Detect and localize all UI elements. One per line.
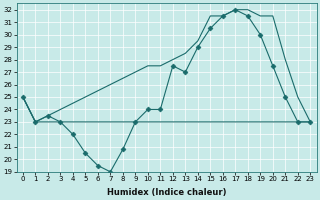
X-axis label: Humidex (Indice chaleur): Humidex (Indice chaleur) <box>107 188 226 197</box>
